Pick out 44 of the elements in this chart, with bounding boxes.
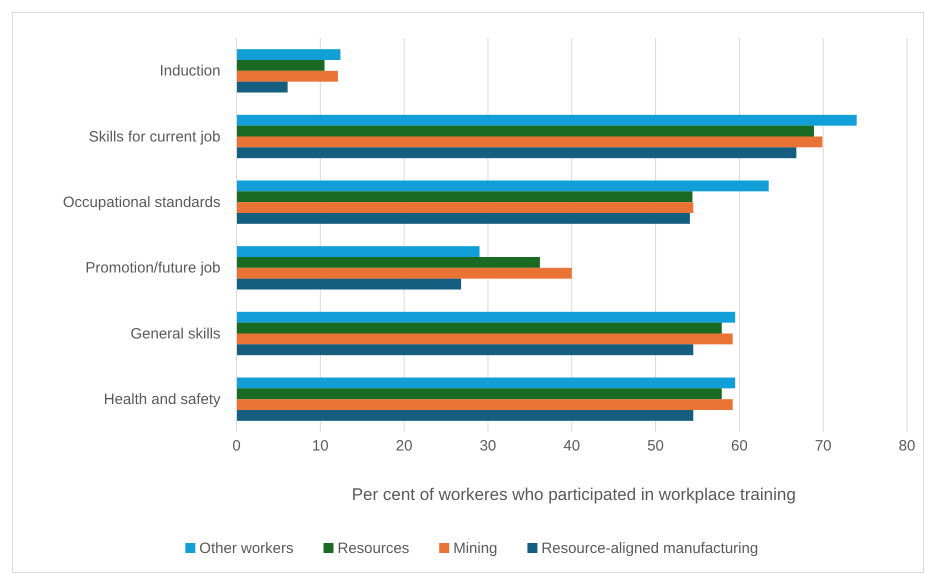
bar (236, 126, 814, 136)
y-tick-label: Induction (160, 62, 220, 80)
bar (236, 191, 692, 202)
y-tick-label: Skills for current job (88, 128, 220, 146)
y-tick-label: Occupational standards (62, 194, 220, 211)
legend-label: Other workers (199, 540, 294, 557)
bar (236, 82, 288, 93)
bar (236, 49, 340, 60)
bar (236, 322, 722, 334)
x-tick-label: 80 (898, 438, 916, 455)
bar (236, 377, 736, 388)
bar (236, 246, 480, 257)
bar (236, 312, 736, 323)
bar (236, 268, 572, 279)
x-tick-label: 0 (232, 438, 241, 455)
bar (236, 344, 694, 356)
legend-label: Resource-aligned manufacturing (541, 540, 758, 557)
bar (236, 278, 462, 290)
bar (236, 334, 733, 344)
bar (236, 213, 690, 224)
bar (236, 60, 325, 71)
bar (236, 202, 694, 213)
y-tick-label: Promotion/future job (85, 260, 220, 277)
bar (236, 399, 733, 410)
bar (236, 136, 822, 148)
y-tick-label: General skills (130, 325, 220, 342)
y-tick-label: Health and safety (104, 390, 221, 408)
bar (236, 388, 722, 400)
bar (236, 70, 338, 82)
x-tick-label: 10 (312, 438, 329, 455)
x-tick-label: 40 (563, 438, 580, 455)
bar (236, 180, 769, 192)
x-tick-label: 20 (396, 438, 412, 455)
bar (236, 147, 796, 158)
x-tick-label: 30 (480, 438, 496, 455)
x-tick-label: 70 (814, 438, 832, 455)
legend-label: Mining (453, 540, 498, 557)
bar (236, 114, 857, 126)
bar (236, 410, 694, 421)
x-tick-label: 50 (647, 438, 664, 455)
legend-label: Resources (338, 540, 410, 557)
bar (236, 257, 540, 268)
x-tick-label: 60 (731, 438, 748, 455)
x-axis-title: Per cent of workeres who participated in workplace training (352, 485, 796, 504)
